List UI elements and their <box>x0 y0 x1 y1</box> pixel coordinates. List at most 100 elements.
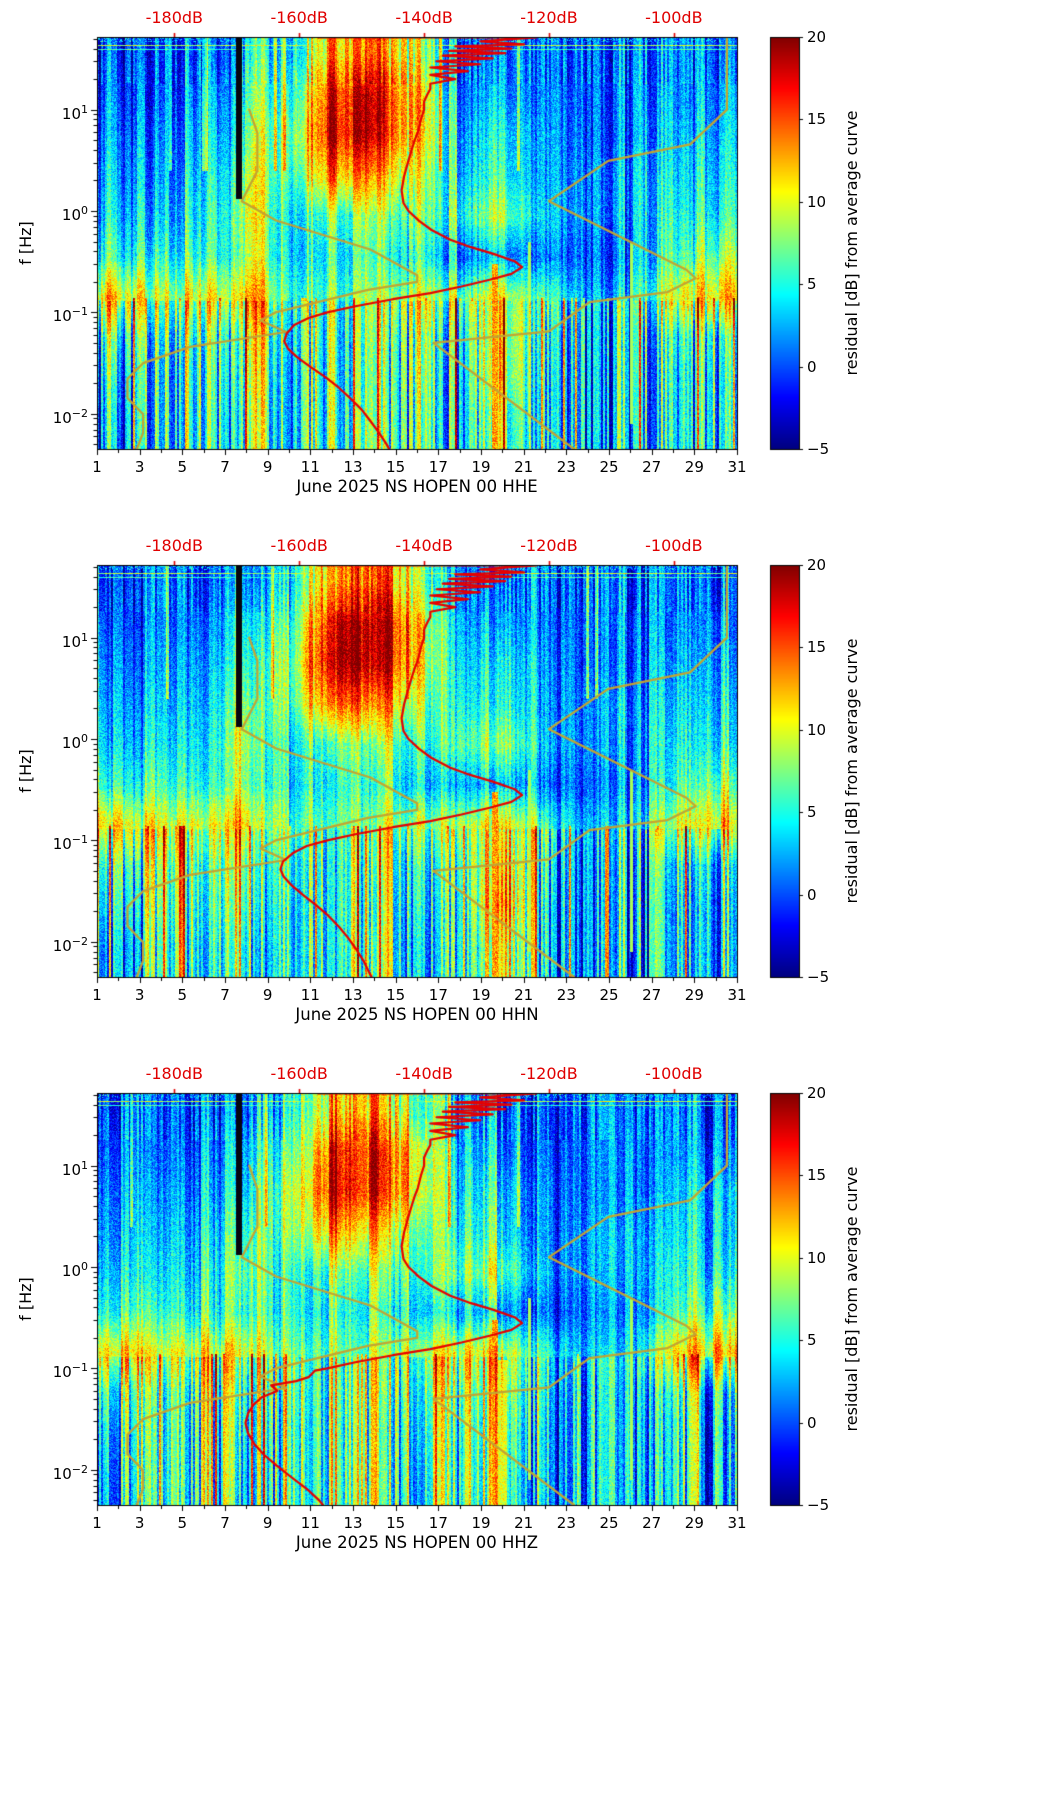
y-tick-label: 10−2 <box>52 1462 88 1483</box>
panel-3-y-axis-label: f [Hz] <box>16 1277 35 1321</box>
top-db-axis-label: -160dB <box>270 536 328 555</box>
colorbar-tick-label: 10 <box>807 192 827 211</box>
x-tick-label: 17 <box>428 458 448 476</box>
y-tick-label: 10−1 <box>52 1361 88 1382</box>
x-tick-label: 29 <box>684 1514 704 1532</box>
y-tick-label: 10−1 <box>52 833 88 854</box>
x-tick-label: 19 <box>471 986 491 1004</box>
panel-2-y-axis-label: f [Hz] <box>16 749 35 793</box>
x-tick-label: 19 <box>471 458 491 476</box>
top-db-axis-label: -120dB <box>520 536 578 555</box>
x-tick-label: 25 <box>599 458 619 476</box>
x-tick-label: 25 <box>599 1514 619 1532</box>
x-tick-label: 17 <box>428 1514 448 1532</box>
x-tick-label: 27 <box>642 1514 662 1532</box>
top-db-axis-label: -100dB <box>645 536 703 555</box>
x-tick-label: 3 <box>134 986 145 1004</box>
x-tick-label: 23 <box>556 986 576 1004</box>
panel-1-y-axis-label: f [Hz] <box>16 221 35 265</box>
top-db-axis-label: -120dB <box>520 8 578 27</box>
colorbar-tick-label: 5 <box>807 1331 817 1350</box>
x-tick-label: 29 <box>684 458 704 476</box>
colorbar-tick-label: 20 <box>807 28 827 46</box>
x-tick-label: 1 <box>92 458 102 476</box>
colorbar-tick-label: −5 <box>807 440 830 458</box>
colorbar-tick-label: 5 <box>807 275 817 294</box>
x-tick-label: 9 <box>262 458 273 476</box>
colorbar-tick-label: 20 <box>807 556 827 574</box>
x-tick-label: 3 <box>134 458 145 476</box>
y-tick-label: 100 <box>61 1260 88 1281</box>
panel-2-colorbar-label: residual [dB] from average curve <box>842 638 861 904</box>
colorbar-tick-label: 0 <box>807 885 817 904</box>
x-tick-label: 13 <box>343 1514 363 1532</box>
x-tick-label: 5 <box>177 1514 188 1532</box>
y-tick-label: 101 <box>61 102 88 123</box>
colorbar-tick-label: −5 <box>807 1496 830 1514</box>
x-tick-label: 27 <box>642 986 662 1004</box>
top-db-axis-label: -160dB <box>270 8 328 27</box>
top-db-axis-label: -120dB <box>520 1064 578 1083</box>
x-tick-label: 7 <box>220 1514 230 1532</box>
x-tick-label: 9 <box>262 986 273 1004</box>
colorbar-tick-label: 5 <box>807 803 817 822</box>
x-tick-label: 7 <box>220 458 230 476</box>
x-tick-label: 21 <box>514 1514 534 1532</box>
x-tick-label: 23 <box>556 1514 576 1532</box>
x-tick-label: 31 <box>727 1514 747 1532</box>
top-db-axis-label: -140dB <box>395 1064 453 1083</box>
top-db-axis-label: -140dB <box>395 536 453 555</box>
x-tick-label: 13 <box>343 986 363 1004</box>
y-tick-label: 101 <box>61 1158 88 1179</box>
x-tick-label: 17 <box>428 986 448 1004</box>
y-tick-label: 10−2 <box>52 934 88 955</box>
top-db-axis-label: -160dB <box>270 1064 328 1083</box>
x-tick-label: 15 <box>386 986 406 1004</box>
colorbar-tick-label: 10 <box>807 720 827 739</box>
x-tick-label: 5 <box>177 458 188 476</box>
x-tick-label: 25 <box>599 986 619 1004</box>
x-tick-label: 7 <box>220 986 230 1004</box>
y-tick-label: 10−1 <box>52 305 88 326</box>
y-tick-label: 101 <box>61 630 88 651</box>
colorbar-tick-label: 0 <box>807 1413 817 1432</box>
colorbar-tick-label: 20 <box>807 1084 827 1102</box>
x-tick-label: 1 <box>92 986 102 1004</box>
x-tick-label: 23 <box>556 458 576 476</box>
y-tick-label: 100 <box>61 732 88 753</box>
top-db-axis-label: -100dB <box>645 8 703 27</box>
colorbar-tick-label: 10 <box>807 1248 827 1267</box>
x-tick-label: 15 <box>386 458 406 476</box>
colorbar-tick-label: −5 <box>807 968 830 986</box>
colorbar-tick-label: 15 <box>807 638 827 657</box>
top-db-axis-label: -180dB <box>145 1064 204 1083</box>
x-tick-label: 29 <box>684 986 704 1004</box>
y-tick-label: 100 <box>61 204 88 225</box>
top-db-axis-label: -100dB <box>645 1064 703 1083</box>
x-tick-label: 1 <box>92 1514 102 1532</box>
panel-1-colorbar-label: residual [dB] from average curve <box>842 110 861 376</box>
colorbar-tick-label: 15 <box>807 110 827 129</box>
x-tick-label: 11 <box>300 458 320 476</box>
panel-3-colorbar-label: residual [dB] from average curve <box>842 1166 861 1432</box>
y-tick-label: 10−2 <box>52 406 88 427</box>
x-tick-label: 31 <box>727 458 747 476</box>
x-tick-label: 9 <box>262 1514 273 1532</box>
x-tick-label: 5 <box>177 986 188 1004</box>
top-db-axis-label: -180dB <box>145 8 204 27</box>
panel-1-title: June 2025 NS HOPEN 00 HHE <box>296 477 538 496</box>
top-db-axis-label: -180dB <box>145 536 204 555</box>
x-tick-label: 21 <box>514 986 534 1004</box>
panel-3-title: June 2025 NS HOPEN 00 HHZ <box>295 1533 539 1552</box>
x-tick-label: 11 <box>300 1514 320 1532</box>
x-tick-label: 21 <box>514 458 534 476</box>
x-tick-label: 11 <box>300 986 320 1004</box>
top-db-axis-label: -140dB <box>395 8 453 27</box>
x-tick-label: 13 <box>343 458 363 476</box>
colorbar-tick-label: 15 <box>807 1166 827 1185</box>
colorbar-tick-label: 0 <box>807 357 817 376</box>
x-tick-label: 27 <box>642 458 662 476</box>
x-tick-label: 15 <box>386 1514 406 1532</box>
